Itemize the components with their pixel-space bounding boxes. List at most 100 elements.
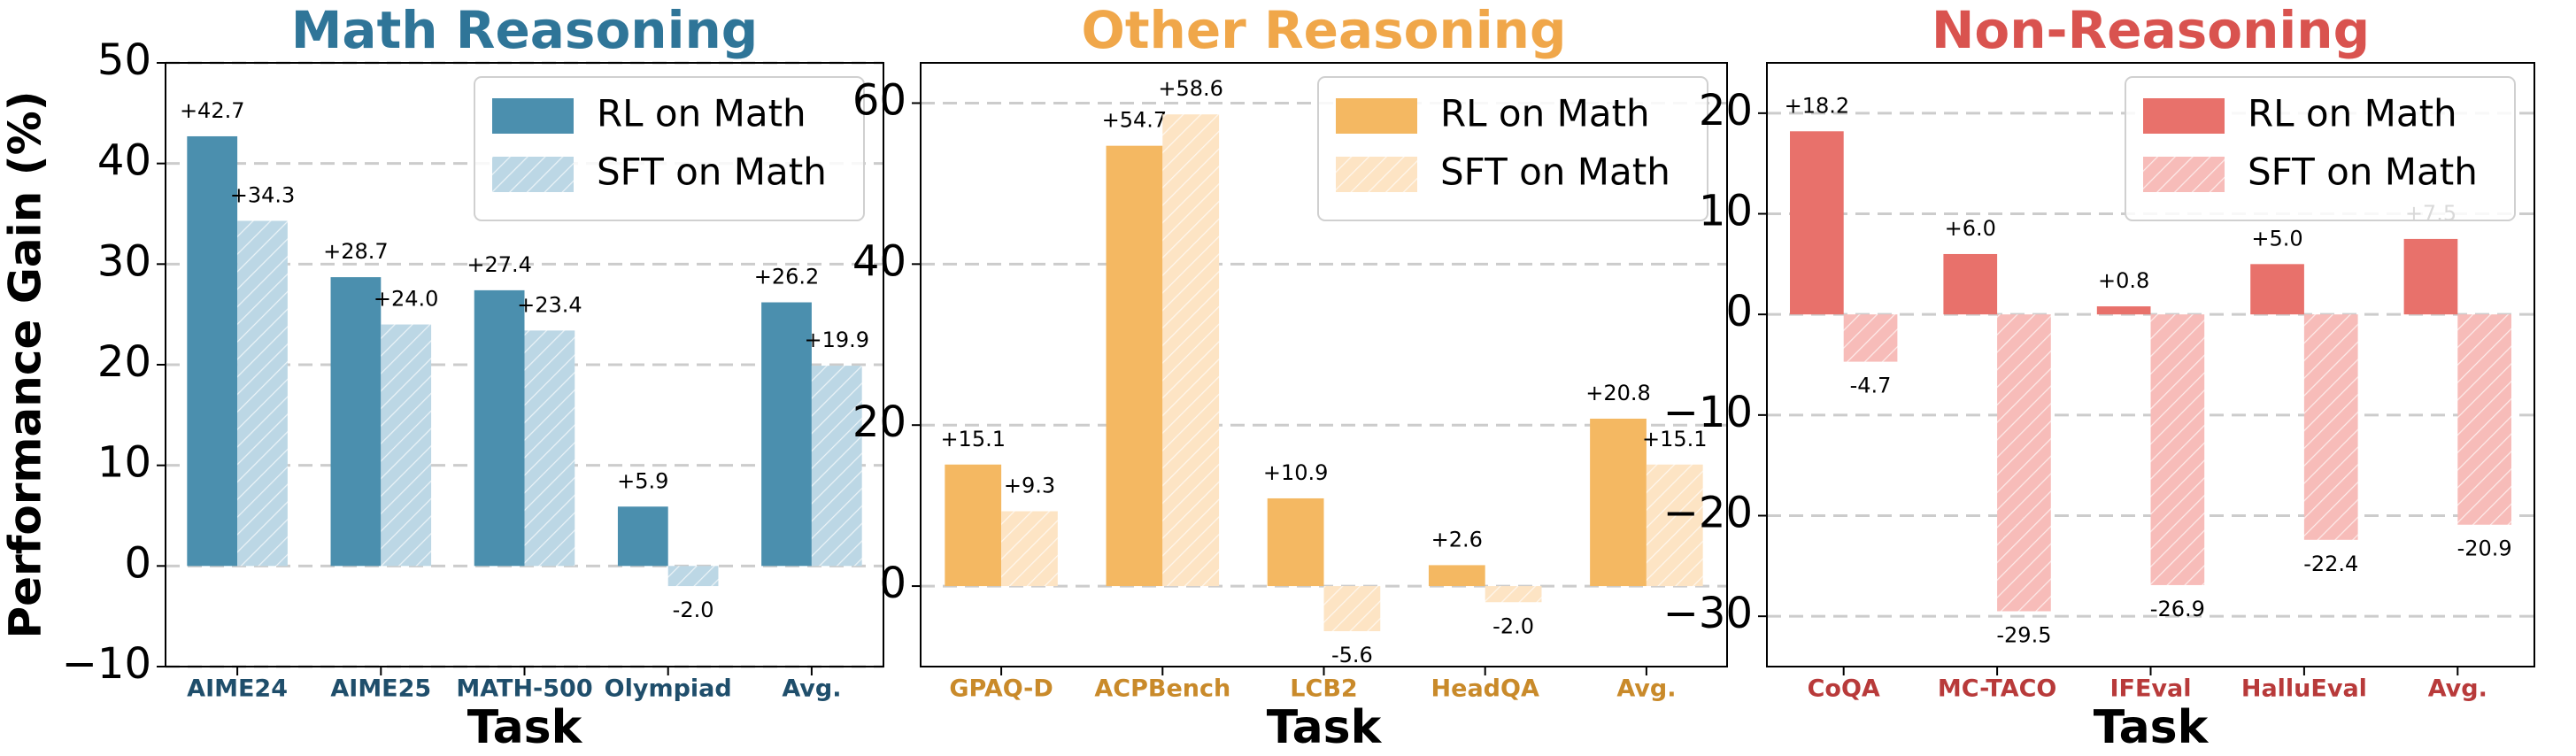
value-label: +27.4	[467, 252, 532, 277]
bar	[237, 220, 288, 567]
bar	[1267, 498, 1324, 587]
bar	[1590, 418, 1647, 587]
value-label: +34.3	[230, 182, 296, 207]
legend-label: SFT on Math	[597, 150, 827, 194]
bar	[1943, 253, 1998, 315]
x-axis-label: Task	[2094, 701, 2210, 754]
legend-label: SFT on Math	[1440, 150, 1670, 194]
bar	[187, 135, 238, 567]
x-tick-label: CoQA	[1808, 675, 1880, 703]
value-label: +42.7	[180, 98, 245, 123]
x-tick-label: ACPBench	[1094, 675, 1230, 703]
value-label: +9.3	[1004, 473, 1055, 498]
value-label: +5.9	[617, 468, 668, 493]
bar	[474, 289, 525, 567]
y-tick-label: 0	[879, 559, 906, 608]
x-tick-label: MATH-500	[456, 675, 592, 703]
value-label: +5.0	[2251, 226, 2302, 251]
value-label: +15.1	[940, 427, 1006, 451]
x-tick-label: Avg.	[2428, 675, 2487, 703]
legend-label: SFT on Math	[2248, 150, 2478, 194]
x-tick-label: Avg.	[1616, 675, 1676, 703]
x-tick-label: LCB2	[1290, 675, 1357, 703]
y-axis-label: Performance Gain (%)	[0, 90, 51, 638]
axes-frame	[165, 62, 884, 667]
bar	[2303, 314, 2358, 540]
chart-title: Non-Reasoning	[1932, 0, 2370, 60]
y-tick-label: 40	[852, 236, 906, 286]
bar	[2457, 314, 2511, 525]
bar	[1997, 314, 2051, 612]
bar	[945, 464, 1002, 587]
value-label: +24.0	[374, 287, 439, 312]
x-tick-label: GPAQ-D	[949, 675, 1053, 703]
value-label: +28.7	[323, 239, 389, 264]
value-label: +18.2	[1785, 93, 1850, 118]
x-tick-label: HalluEval	[2241, 675, 2367, 703]
axes-frame	[920, 62, 1728, 667]
y-tick-label: −30	[1663, 589, 1753, 638]
value-label: -20.9	[2457, 536, 2512, 561]
bar	[381, 324, 432, 567]
bar	[761, 302, 812, 567]
value-label: +19.9	[805, 328, 870, 352]
y-tick-label: 0	[1725, 287, 1753, 336]
legend-swatch	[492, 98, 574, 134]
value-label: -22.4	[2303, 552, 2358, 576]
bar	[617, 506, 668, 567]
x-tick-label: Olympiad	[605, 675, 732, 703]
bar	[524, 330, 575, 567]
value-label: +23.4	[517, 292, 582, 317]
bar	[1485, 586, 1542, 603]
value-label: +20.8	[1585, 381, 1651, 405]
y-tick-label: 10	[97, 438, 151, 488]
x-tick-label: IFEval	[2109, 675, 2191, 703]
bar	[2250, 264, 2304, 315]
bar	[667, 566, 719, 587]
axes-frame	[1766, 62, 2535, 667]
bar	[811, 366, 862, 567]
value-label: +10.9	[1263, 460, 1329, 485]
value-label: +0.8	[2098, 268, 2149, 293]
chart-title: Math Reasoning	[291, 0, 759, 60]
bar	[1323, 586, 1381, 631]
value-label: +2.6	[1431, 527, 1483, 552]
x-tick-label: HeadQA	[1431, 675, 1539, 703]
value-label: -29.5	[1996, 622, 2051, 647]
y-tick-label: −10	[62, 639, 151, 689]
legend-swatch	[1336, 98, 1417, 134]
bar	[2150, 314, 2205, 585]
bar	[1646, 464, 1703, 587]
x-tick-label: MC-TACO	[1938, 675, 2057, 703]
value-label: -5.6	[1331, 643, 1373, 667]
y-tick-label: −10	[1663, 388, 1753, 437]
y-tick-label: 40	[97, 136, 151, 186]
legend-label: RL on Math	[1440, 92, 1650, 135]
x-tick-label: AIME24	[187, 675, 288, 703]
x-axis-label: Task	[1267, 701, 1383, 754]
bar	[1428, 565, 1485, 587]
y-tick-label: 20	[97, 337, 151, 387]
value-label: +26.2	[754, 265, 820, 289]
y-tick-label: 30	[97, 236, 151, 286]
value-label: +6.0	[1945, 216, 1996, 241]
x-axis-label: Task	[467, 701, 583, 754]
value-label: -4.7	[1850, 374, 1892, 398]
y-tick-label: 20	[1699, 86, 1753, 135]
legend-label: RL on Math	[2248, 92, 2457, 135]
chart-title: Other Reasoning	[1082, 0, 1567, 60]
bar	[2403, 238, 2458, 315]
y-tick-label: 20	[852, 397, 906, 447]
y-tick-label: 50	[97, 35, 151, 85]
bar	[2096, 306, 2151, 315]
value-label: -2.0	[673, 598, 714, 622]
legend-swatch	[2143, 157, 2225, 192]
bar	[1001, 511, 1058, 587]
x-tick-label: Avg.	[782, 675, 841, 703]
value-label: -26.9	[2150, 597, 2205, 621]
value-label: +15.1	[1642, 427, 1708, 451]
bar	[1106, 145, 1163, 587]
legend-swatch	[2143, 98, 2225, 134]
bar	[330, 277, 382, 567]
